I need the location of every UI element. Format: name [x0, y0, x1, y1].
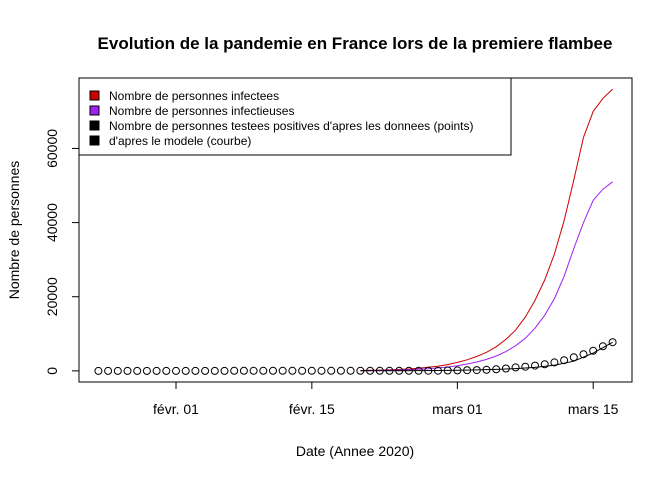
y-tick-label: 40000	[44, 203, 60, 242]
series-layer	[94, 88, 617, 375]
data-point	[230, 366, 239, 375]
data-point	[191, 366, 200, 375]
data-point	[201, 366, 210, 375]
data-point	[259, 366, 268, 375]
y-tick-label: 60000	[44, 129, 60, 168]
y-tick-label: 20000	[44, 277, 60, 316]
data-point	[210, 366, 219, 375]
data-point	[531, 361, 539, 370]
series-line-3	[360, 341, 613, 372]
data-point	[298, 366, 307, 375]
legend-label: Nombre de personnes testees positives d'…	[109, 119, 474, 133]
data-point	[288, 366, 297, 375]
legend-swatch	[89, 90, 100, 101]
x-tick-label: mars 01	[432, 401, 483, 417]
data-point	[278, 366, 287, 375]
data-point	[249, 366, 258, 375]
y-axis: 0 20000 40000 60000	[44, 129, 79, 375]
data-point	[608, 338, 617, 347]
legend-swatch	[89, 105, 100, 116]
data-point	[133, 366, 142, 375]
data-point	[94, 366, 103, 375]
data-point	[269, 366, 277, 375]
legend-swatch	[89, 135, 100, 146]
data-point	[579, 350, 588, 359]
legend-label: Nombre de personnes infectieuses	[109, 104, 294, 118]
x-tick-label: mars 15	[568, 401, 619, 417]
data-point	[239, 366, 248, 375]
legend-swatch	[89, 120, 100, 131]
data-point	[113, 366, 122, 375]
data-point	[550, 358, 559, 367]
data-point	[511, 363, 520, 372]
data-point	[152, 366, 161, 375]
data-point	[307, 366, 316, 375]
data-point	[220, 366, 229, 375]
data-point	[162, 366, 171, 375]
chart-title: Evolution de la pandemie en France lors …	[98, 34, 613, 53]
x-tick-label: févr. 15	[289, 401, 335, 417]
data-point	[181, 366, 190, 375]
x-axis: févr. 01 févr. 15 mars 01 mars 15	[153, 382, 619, 417]
y-tick-label: 0	[44, 367, 60, 375]
legend-box	[78, 77, 512, 156]
legend-label: Nombre de personnes infectees	[109, 89, 279, 103]
data-point	[346, 366, 355, 375]
data-point	[540, 360, 549, 369]
x-tick-label: févr. 01	[153, 401, 199, 417]
data-point	[317, 366, 326, 375]
data-point	[521, 362, 530, 371]
data-point	[327, 366, 336, 375]
data-point	[123, 366, 132, 375]
series-line-1	[360, 181, 613, 372]
data-point	[104, 366, 113, 375]
data-point	[172, 366, 180, 375]
legend-label: d'apres le modele (courbe)	[109, 134, 251, 148]
x-axis-label: Date (Annee 2020)	[296, 443, 414, 459]
y-axis-label: Nombre de personnes	[6, 161, 22, 300]
data-point	[336, 366, 345, 375]
data-point	[142, 366, 151, 375]
